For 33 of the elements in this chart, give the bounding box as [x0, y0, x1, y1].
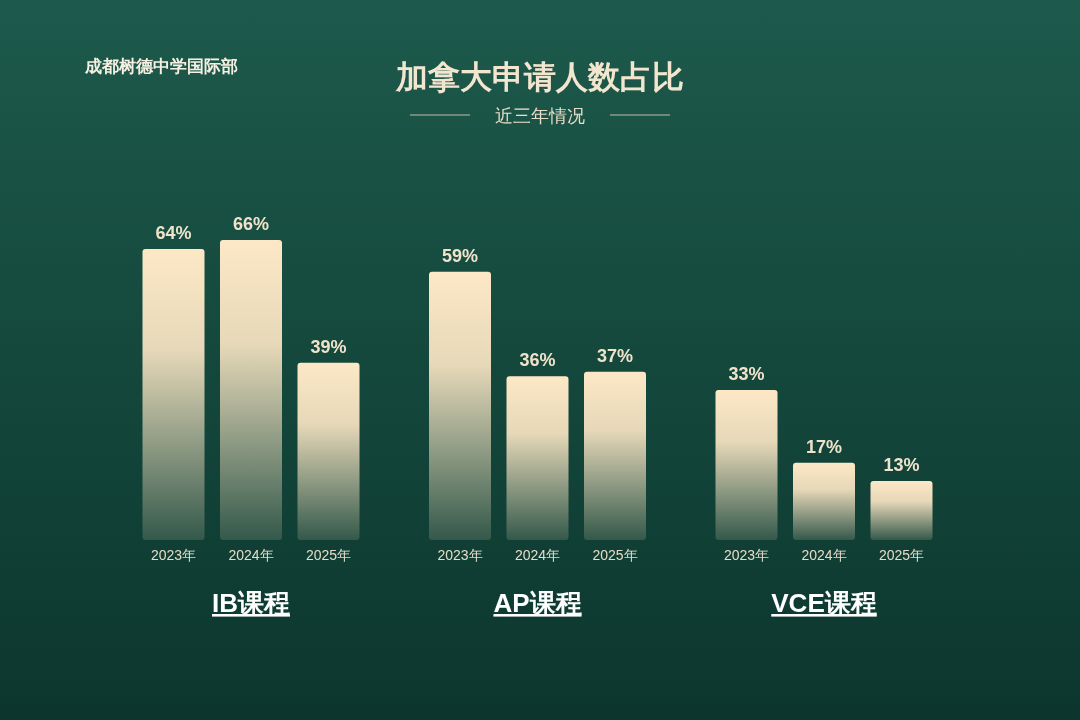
data-label: 66% [232, 214, 270, 234]
text: 2024年 [514, 547, 561, 563]
bar [584, 371, 646, 540]
x-tick-label: VCE课程 [771, 588, 877, 618]
x-tick-label: IB课程 [212, 588, 290, 618]
data-label: 37% [596, 345, 634, 366]
series-label: 2023年 [150, 547, 197, 563]
text: 2025年 [592, 547, 638, 563]
text: 2023年 [437, 547, 483, 563]
bar [870, 480, 933, 540]
data-label: 64% [155, 223, 192, 244]
text: 2023年 [723, 547, 770, 563]
chart-subtitle: 近三年情况 [495, 106, 585, 126]
data-label: 17% [805, 436, 843, 457]
bar [506, 376, 569, 540]
data-label: 13% [883, 454, 920, 475]
x-tick-label: AP课程 [493, 588, 582, 618]
bar [429, 271, 491, 540]
bar [297, 362, 360, 540]
bar [142, 249, 205, 540]
bar [715, 390, 778, 540]
series-label: 2025年 [305, 547, 352, 563]
data-label: 59% [441, 245, 479, 266]
text: 2024年 [801, 547, 847, 563]
bar [220, 240, 282, 540]
data-label: 36% [519, 350, 556, 371]
series-label: 2024年 [228, 547, 274, 563]
text: 2025年 [878, 547, 925, 563]
text: 成都树德中学国际部 [84, 57, 238, 76]
chart-title: 加拿大申请人数占比 [395, 59, 684, 95]
data-label: 33% [728, 364, 765, 384]
data-label: 39% [310, 336, 347, 357]
bar [793, 462, 855, 540]
